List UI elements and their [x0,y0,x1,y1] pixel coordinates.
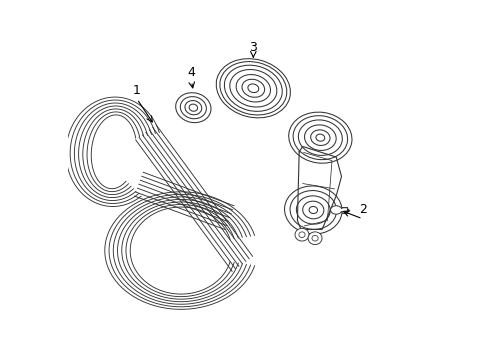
Text: 2: 2 [358,203,366,216]
Ellipse shape [307,232,322,244]
Ellipse shape [294,228,308,241]
Ellipse shape [247,84,258,93]
Ellipse shape [189,104,197,111]
Ellipse shape [315,134,324,141]
Text: 4: 4 [187,66,195,79]
Text: 1: 1 [133,84,141,96]
Ellipse shape [330,206,341,214]
Text: 3: 3 [249,41,257,54]
Ellipse shape [308,206,317,213]
